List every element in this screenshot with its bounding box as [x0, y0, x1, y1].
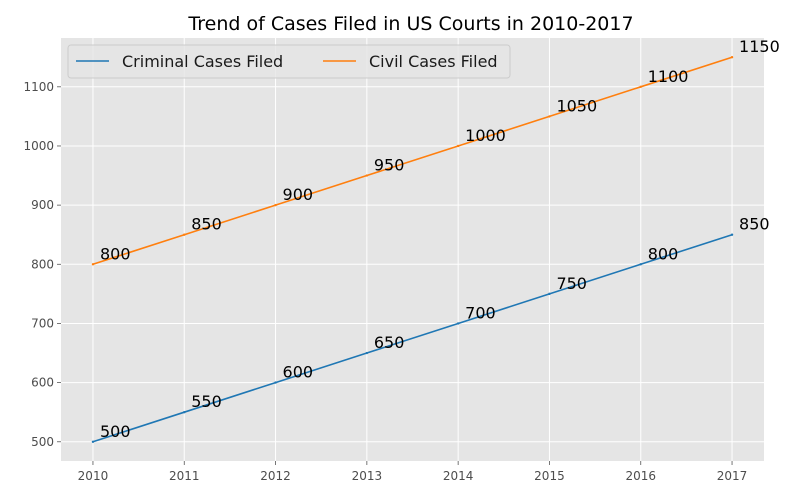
- x-tick-label: 2016: [625, 469, 656, 483]
- x-tick-label: 2011: [169, 469, 200, 483]
- legend-label: Civil Cases Filed: [369, 52, 498, 71]
- data-point: [639, 85, 642, 89]
- data-label: 1100: [648, 67, 689, 86]
- y-tick-label: 700: [31, 316, 54, 330]
- data-label: 950: [374, 156, 405, 175]
- data-point: [183, 233, 186, 236]
- data-label: 650: [374, 333, 405, 352]
- y-tick-label: 500: [31, 435, 54, 449]
- x-tick-label: 2014: [443, 469, 474, 483]
- data-label: 500: [100, 422, 131, 441]
- x-tick-label: 2012: [260, 469, 291, 483]
- data-label: 600: [283, 363, 314, 382]
- data-label: 800: [648, 244, 679, 263]
- data-point: [548, 115, 551, 118]
- series-line: [92, 56, 733, 266]
- y-tick-label: 800: [31, 257, 54, 271]
- data-point: [730, 56, 734, 59]
- y-tick-label: 600: [31, 376, 54, 390]
- data-point: [274, 381, 277, 384]
- x-tick-label: 2015: [534, 469, 565, 483]
- data-label: 550: [191, 392, 222, 411]
- data-label: 750: [556, 274, 587, 293]
- y-tick-label: 900: [31, 198, 54, 212]
- data-point: [274, 203, 277, 207]
- data-label: 850: [191, 215, 222, 234]
- y-axis-ticks: 500 600 700 800 900 1000 1100: [23, 80, 61, 449]
- data-label: 700: [465, 303, 496, 322]
- data-point: [91, 440, 95, 443]
- data-point: [639, 263, 642, 266]
- data-point: [183, 410, 186, 414]
- data-label: 850: [739, 215, 770, 234]
- x-tick-label: 2010: [78, 469, 109, 483]
- legend: Criminal Cases Filed Civil Cases Filed: [67, 44, 511, 79]
- grid-lines: [61, 38, 764, 461]
- x-tick-label: 2017: [717, 469, 748, 483]
- data-point: [548, 292, 551, 296]
- legend-box: [67, 44, 511, 79]
- data-point: [730, 233, 734, 236]
- data-point: [456, 144, 460, 148]
- x-tick-label: 2013: [352, 469, 383, 483]
- data-label: 1000: [465, 126, 506, 145]
- x-axis-ticks: 2010 2011 2012 2013 2014 2015 2016 2017: [78, 461, 748, 483]
- series-lines: [91, 56, 734, 443]
- legend-label: Criminal Cases Filed: [122, 52, 283, 71]
- data-point: [456, 322, 460, 325]
- data-label: 1050: [556, 96, 597, 115]
- data-label: 900: [283, 185, 314, 204]
- data-label: 1150: [739, 37, 780, 56]
- y-tick-label: 1100: [23, 80, 54, 94]
- plot-area: [61, 38, 764, 461]
- data-point: [91, 263, 95, 266]
- data-point: [365, 174, 369, 177]
- series-line: [92, 233, 733, 443]
- y-tick-label: 1000: [23, 139, 54, 153]
- chart-title: Trend of Cases Filed in US Courts in 201…: [187, 13, 633, 35]
- data-labels: 500 550 600 650 700 750 800 850 800 850 900 950 1000…: [100, 37, 780, 441]
- data-label: 800: [100, 244, 131, 263]
- data-point: [365, 351, 369, 355]
